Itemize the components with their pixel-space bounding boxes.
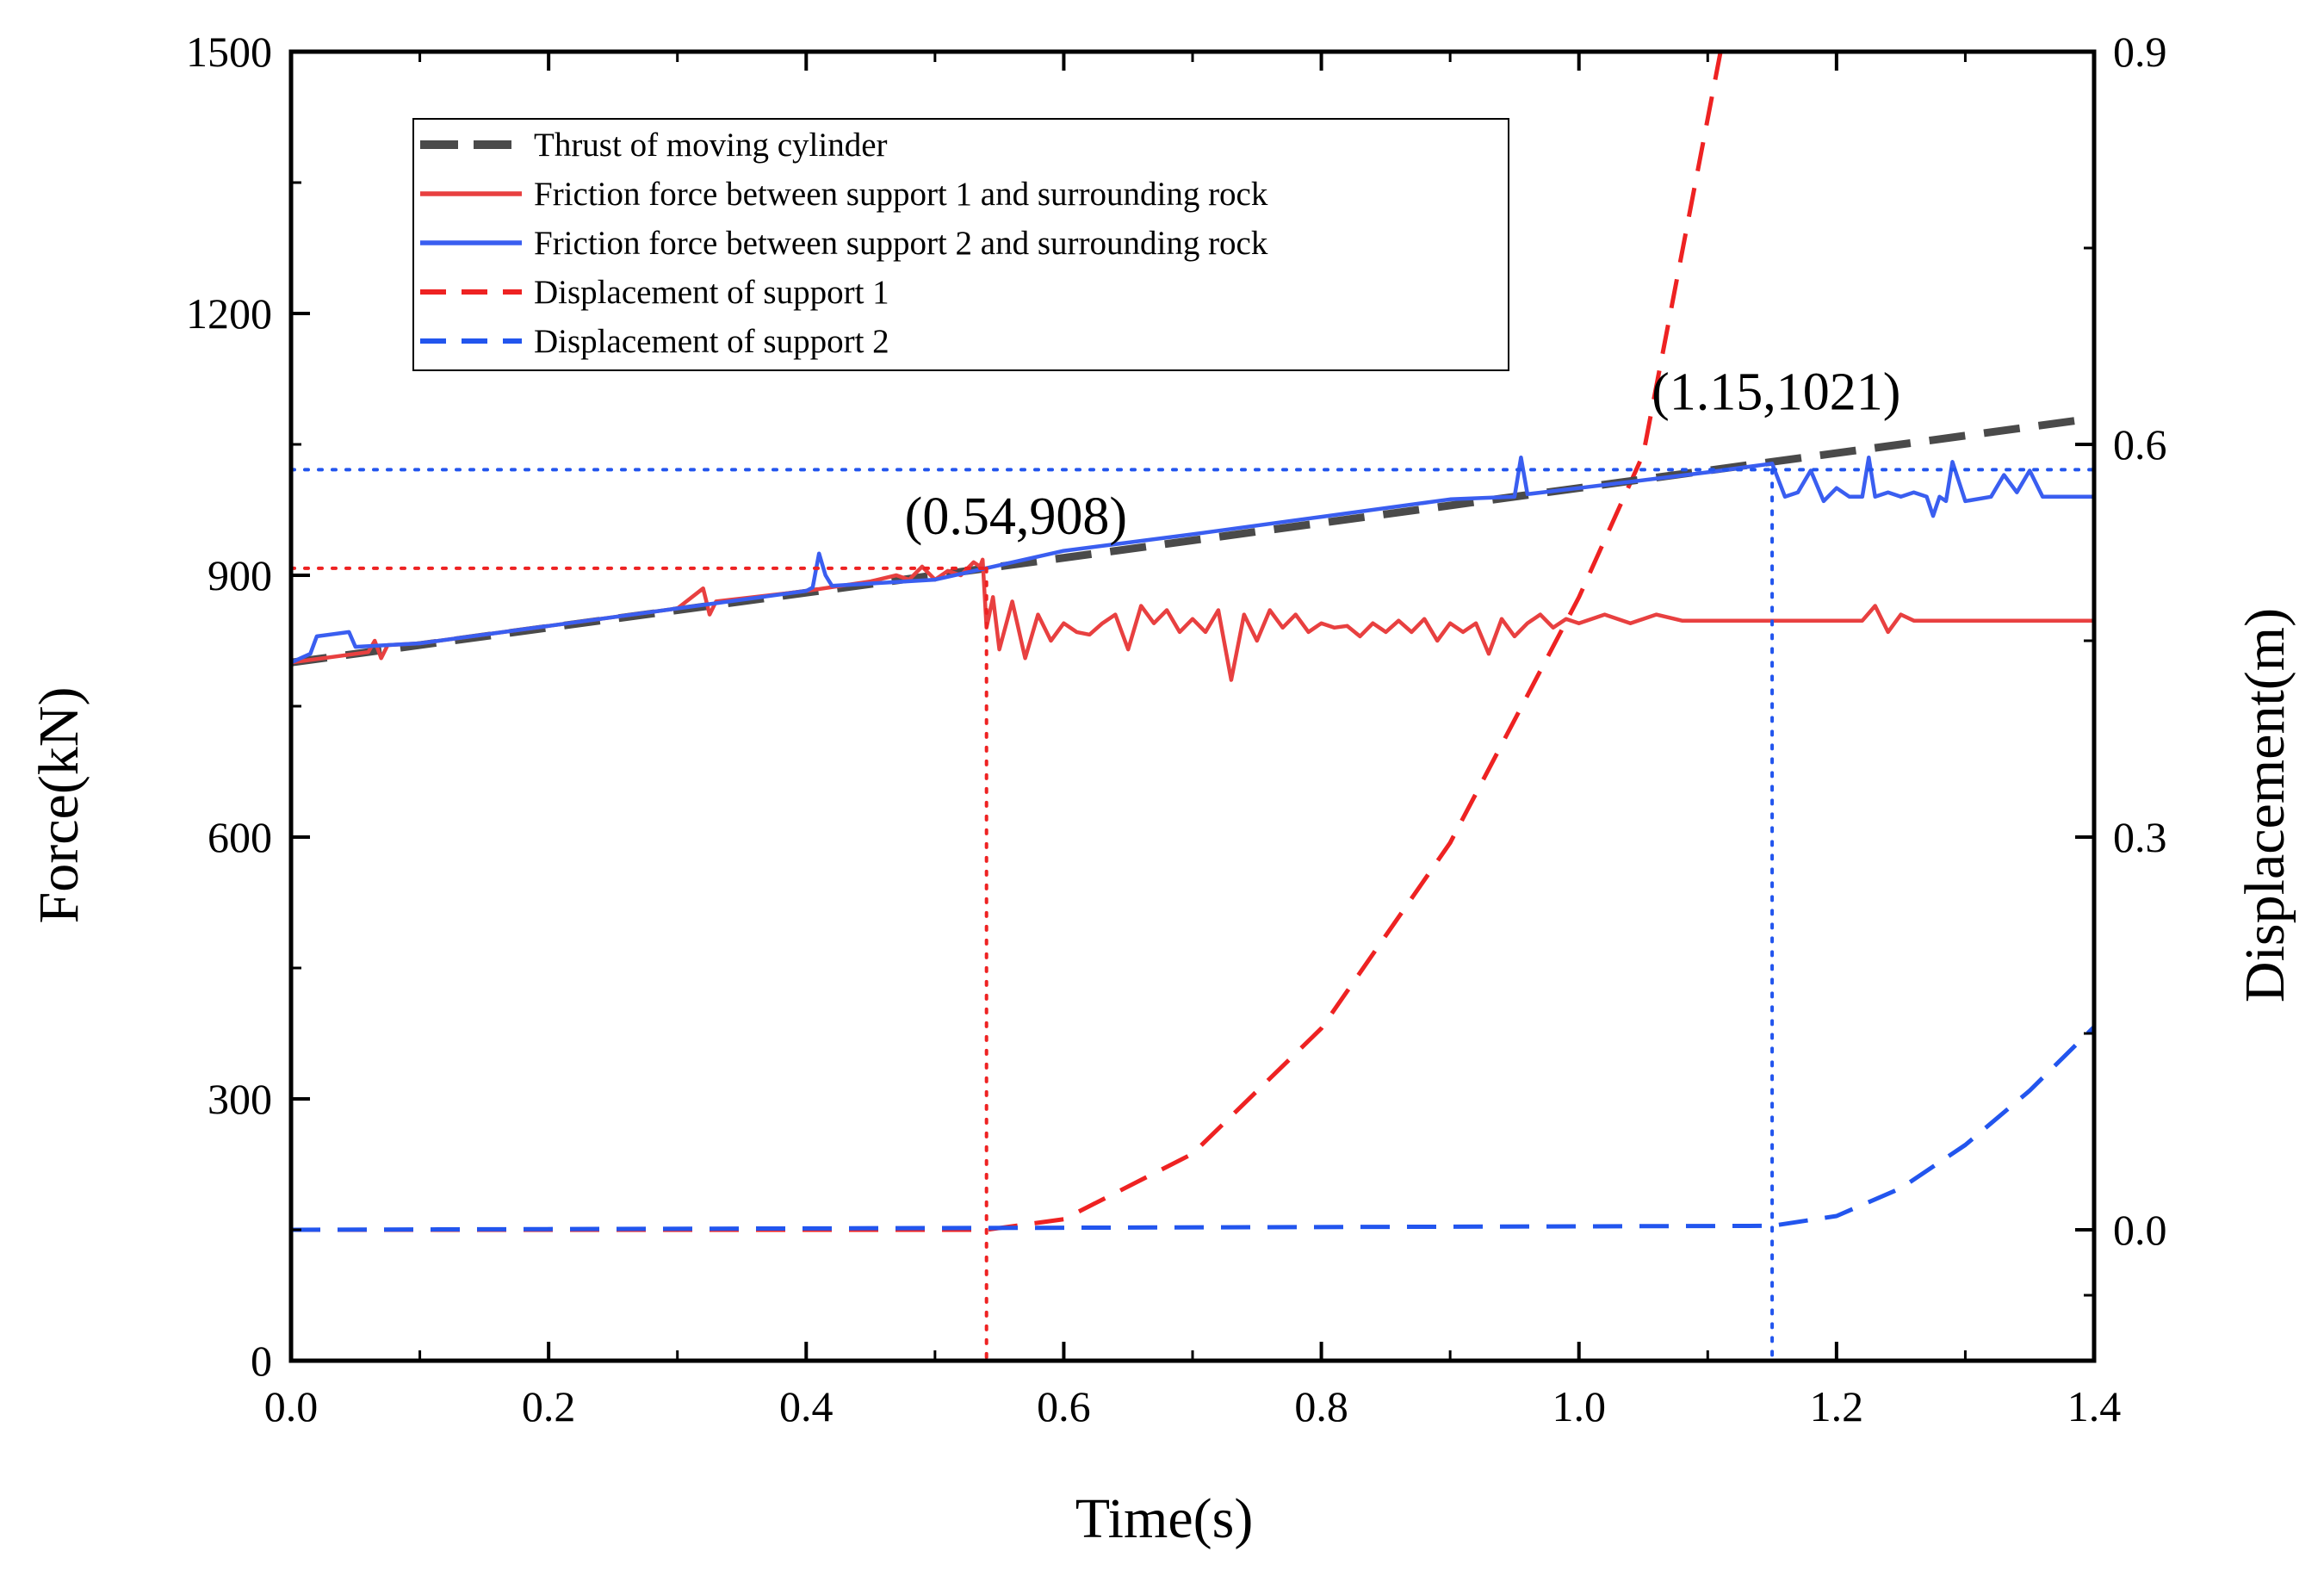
y2-axis-title: Displacement(m) <box>2234 608 2296 1002</box>
y-axis-title: Force(kN) <box>28 687 90 924</box>
series-line-friction-force-between-support-1-and-surrounding-rock <box>291 557 2094 682</box>
x-tick-label: 1.4 <box>2067 1382 2122 1430</box>
y-tick-label: 600 <box>208 813 272 861</box>
y-tick-label: 300 <box>208 1075 272 1123</box>
x-tick-label: 0.4 <box>779 1382 834 1430</box>
legend-entry: Friction force between support 1 and sur… <box>534 176 1268 213</box>
data-marks <box>291 52 2094 1361</box>
y-tick-label: 1200 <box>186 289 272 338</box>
series-line-displacement-of-support-2 <box>291 1025 2094 1232</box>
y2-tick-label: 0.0 <box>2113 1206 2167 1254</box>
x-tick-label: 1.2 <box>1810 1382 1864 1430</box>
y-tick-label: 1500 <box>186 28 272 76</box>
y2-tick-label: 0.3 <box>2113 813 2167 861</box>
legend: Thrust of moving cylinder Friction force … <box>412 118 1509 371</box>
x-tick-label: 0.0 <box>264 1382 319 1430</box>
y2-tick-label: 0.9 <box>2113 28 2167 76</box>
axes: (0.54,908) (1.15,1021) 0.0 0.2 0.4 0.6 0.8 1.0 1… <box>186 28 2167 1430</box>
legend-entry: Displacement of support 2 <box>534 323 889 360</box>
x-tick-label: 0.6 <box>1037 1382 1091 1430</box>
y2-tick-label: 0.6 <box>2113 420 2167 468</box>
annotation-label-2: (1.15,1021) <box>1652 363 1900 421</box>
y-tick-label: 900 <box>208 551 272 599</box>
series-line-friction-force-between-support-2-and-surrounding-rock <box>291 455 2094 665</box>
x-tick-label: 0.2 <box>522 1382 576 1430</box>
y-tick-label: 0 <box>251 1337 272 1385</box>
legend-box <box>412 118 1509 371</box>
annotation-label-1: (0.54,908) <box>905 487 1127 546</box>
x-tick-label: 0.8 <box>1294 1382 1348 1430</box>
legend-entry: Displacement of support 1 <box>534 274 889 311</box>
legend-entry: Thrust of moving cylinder <box>534 127 888 164</box>
x-tick-label: 1.0 <box>1552 1382 1606 1430</box>
legend-entry: Friction force between support 2 and sur… <box>534 225 1268 262</box>
x-axis-title: Time(s) <box>1075 1487 1254 1550</box>
